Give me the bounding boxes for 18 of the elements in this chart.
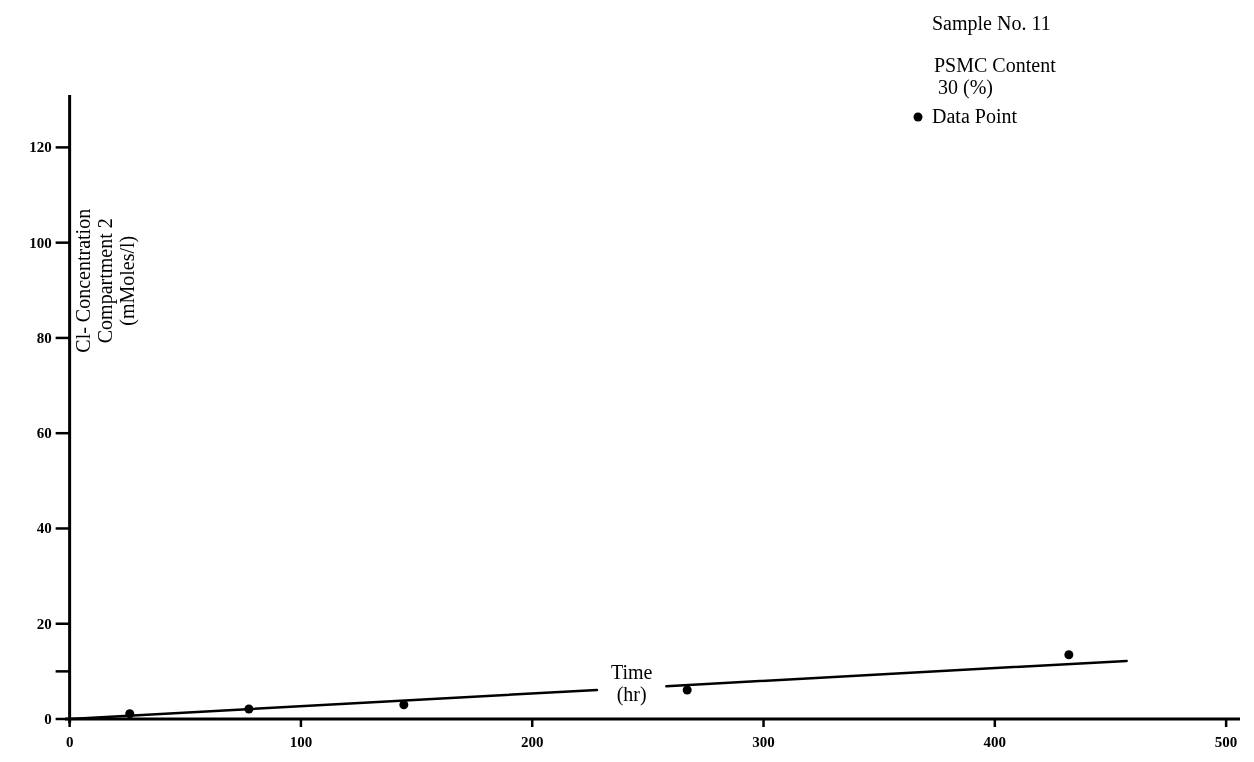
y-tick-label: 100 [29,234,52,251]
x-tick-label: 200 [520,734,544,750]
x-tick-label: 0 [65,734,74,750]
y-axis-title: Cl- Concentration Compartment 2 (mMoles/l) [71,208,139,353]
legend-label: Data Point [932,105,1018,127]
y-tick-label: 40 [36,520,52,537]
x-tick-label: 500 [1214,734,1238,750]
y-tick-label: 80 [36,329,52,346]
text: Sample No. 11 [932,12,1051,35]
x-tick-label: 300 [752,734,775,750]
x-tick-label: 100 [289,734,313,750]
x-axis-title: Time (hr) [610,661,653,706]
x-tick-label: 400 [983,734,1007,750]
y-tick-label: 20 [36,615,52,632]
y-tick-label: 0 [44,711,52,727]
y-tick-label: 60 [36,425,52,442]
annotation: PSMC Content 30 (%) [934,54,1057,99]
y-tick-label: 120 [29,139,52,156]
